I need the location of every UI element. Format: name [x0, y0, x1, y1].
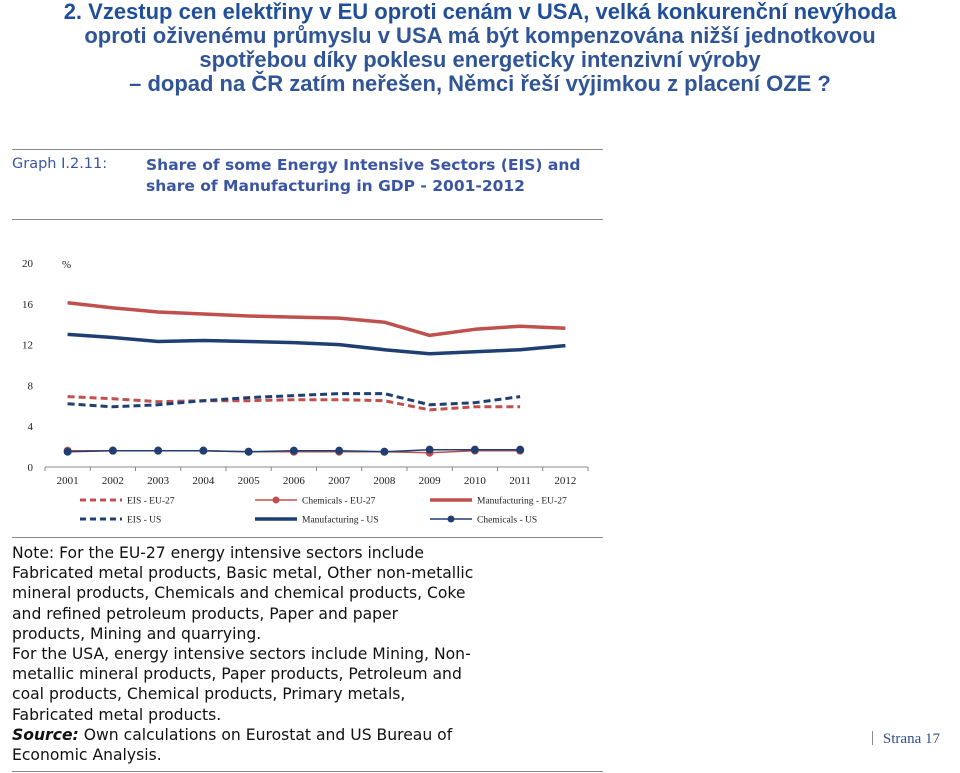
x-axis: 2001 2002 2003 2004 2005 2006 2007 2008 2009 2010…	[44, 466, 589, 487]
source-line: Source: Own calculations on Eurostat and…	[12, 725, 602, 745]
note-line: coal products, Chemical products, Primar…	[12, 685, 406, 704]
note-line: For the USA, energy intensive sectors in…	[12, 645, 471, 664]
legend-item: Manufacturing - EU-27	[430, 496, 567, 507]
y-tick-label: 20	[22, 258, 34, 270]
footer-divider	[871, 731, 873, 745]
series-line	[67, 301, 566, 338]
source-line: Economic Analysis.	[12, 746, 162, 765]
note-bottom-rule	[12, 771, 603, 772]
series-line	[67, 332, 566, 356]
y-tick-label: 0	[28, 462, 34, 474]
note-line: metallic mineral products, Paper product…	[12, 665, 462, 684]
source-label: Source:	[12, 725, 79, 744]
data-point	[199, 446, 208, 455]
legend-label: EIS - EU-27	[127, 497, 175, 507]
legend: EIS - EU-27 Chemicals - EU-27 Manufacturin…	[80, 496, 567, 526]
x-tick-label: 2001	[57, 475, 79, 487]
note-line: Fabricated metal products.	[12, 705, 222, 724]
page-number: Strana 17	[882, 731, 940, 747]
data-point	[335, 446, 344, 455]
y-tick-label: 12	[22, 340, 33, 352]
y-axis: 0 4 8 12 16 20%	[22, 258, 71, 474]
note-line: Fabricated metal products, Basic metal, …	[12, 564, 474, 583]
slide-title: 2. Vzestup cen elektřiny v EU oproti cen…	[0, 0, 960, 96]
legend-label: Manufacturing - EU-27	[477, 496, 567, 507]
data-point	[244, 447, 253, 456]
y-tick-label: 4	[28, 421, 34, 433]
data-point	[108, 446, 117, 455]
page-footer: Strana 17	[871, 731, 940, 748]
data-point	[154, 446, 163, 455]
x-tick-label: 2007	[328, 475, 351, 487]
x-tick-label: 2006	[283, 475, 306, 487]
data-point	[289, 446, 298, 455]
x-tick-label: 2005	[238, 475, 261, 487]
figure-note: Note: For the EU-27 energy intensive sec…	[12, 543, 602, 765]
legend-item: Manufacturing - US	[255, 515, 379, 526]
legend-label: Manufacturing - US	[302, 515, 379, 526]
x-tick-label: 2004	[192, 475, 215, 487]
legend-item: EIS - US	[80, 516, 161, 526]
x-tick-label: 2003	[147, 475, 170, 487]
series-line	[67, 392, 521, 409]
slide-title-line-2: oproti oživenému průmyslu v USA má být k…	[84, 23, 876, 48]
series-layer	[63, 301, 566, 457]
data-point	[516, 445, 525, 454]
legend-marker	[447, 515, 455, 523]
legend-label: Chemicals - EU-27	[302, 497, 376, 507]
legend-item: Chemicals - EU-27	[255, 496, 376, 507]
y-tick-label: 8	[28, 380, 34, 392]
note-line: and refined petroleum products, Paper an…	[12, 604, 399, 623]
y-tick-label: 16	[22, 299, 34, 311]
x-tick-label: 2009	[419, 475, 442, 487]
graph-title: Share of some Energy Intensive Sectors (…	[146, 156, 581, 195]
legend-label: Chemicals - US	[477, 516, 537, 526]
note-line: Note: For the EU-27 energy intensive sec…	[12, 544, 424, 562]
legend-item: EIS - EU-27	[80, 497, 175, 507]
x-tick-label: 2012	[554, 475, 576, 487]
data-point	[470, 445, 479, 454]
figure-top-rule	[12, 149, 603, 150]
note-line: products, Mining and quarrying.	[12, 624, 262, 643]
source-text: Own calculations on Eurostat and US Bure…	[83, 725, 453, 744]
series-line	[67, 395, 521, 412]
note-line: mineral products, Chemicals and chemical…	[12, 584, 466, 603]
note-top-rule	[12, 537, 603, 538]
x-tick-label: 2011	[509, 475, 531, 487]
data-point	[380, 447, 389, 456]
legend-marker	[272, 496, 280, 504]
data-point	[63, 447, 72, 456]
data-point	[425, 445, 434, 454]
graph-label: Graph I.2.11:	[12, 156, 108, 172]
x-tick-label: 2010	[464, 475, 487, 487]
figure-title-rule	[12, 219, 603, 220]
x-tick-label: 2008	[373, 475, 396, 487]
slide-title-line-1: 2. Vzestup cen elektřiny v EU oproti cen…	[63, 0, 897, 24]
legend-item: Chemicals - US	[430, 515, 537, 526]
y-axis-label: %	[62, 259, 71, 271]
slide-title-line-4: – dopad na ČR zatím neřešen, Němci řeší …	[129, 71, 831, 96]
legend-label: EIS - US	[127, 516, 161, 526]
x-tick-label: 2002	[102, 475, 124, 487]
slide-title-line-3: spotřebou díky poklesu energeticky inten…	[199, 47, 761, 72]
